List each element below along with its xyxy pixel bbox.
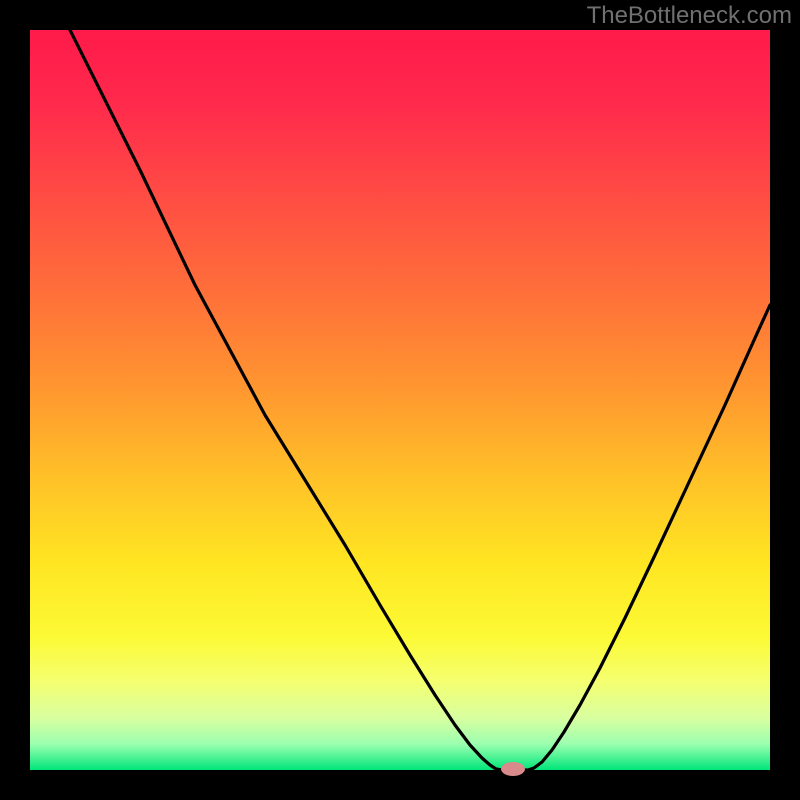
bottleneck-chart — [0, 0, 800, 800]
chart-container: TheBottleneck.com — [0, 0, 800, 800]
chart-background — [30, 30, 770, 770]
optimal-point-marker — [501, 762, 525, 776]
watermark-text: TheBottleneck.com — [587, 2, 792, 30]
